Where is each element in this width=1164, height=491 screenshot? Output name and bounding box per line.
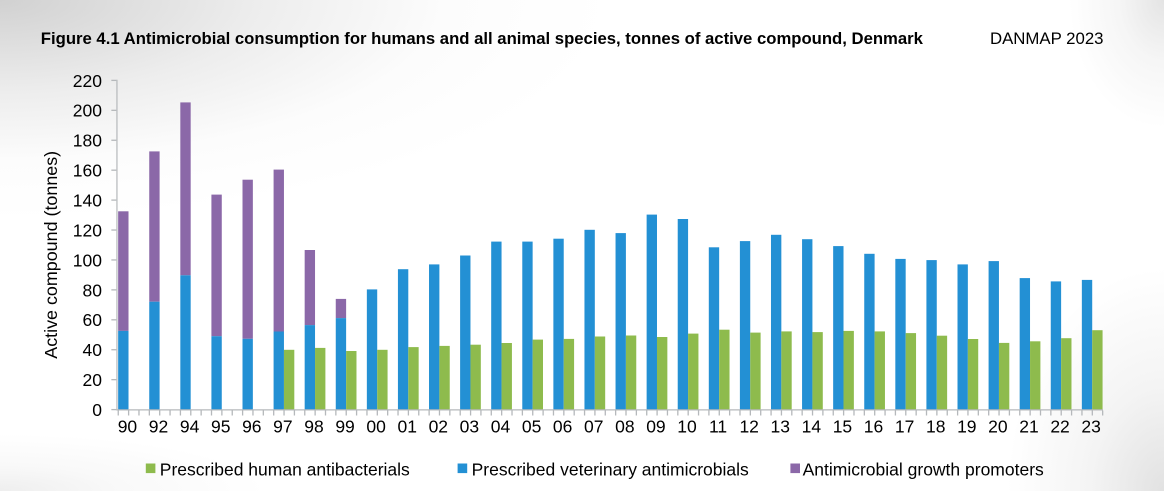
svg-text:03: 03 [460,417,479,437]
svg-text:Active compound (tonnes): Active compound (tonnes) [41,151,61,359]
svg-text:160: 160 [73,161,102,181]
svg-text:Prescribed veterinary antimicr: Prescribed veterinary antimicrobials [472,460,749,480]
svg-text:00: 00 [366,417,386,437]
svg-text:80: 80 [83,280,103,300]
svg-text:20: 20 [83,370,103,390]
svg-text:220: 220 [73,71,102,91]
svg-text:23: 23 [1081,417,1100,437]
svg-text:120: 120 [73,220,102,240]
svg-text:15: 15 [833,417,852,437]
svg-text:19: 19 [957,417,976,437]
svg-text:Figure 4.1 Antimicrobial consu: Figure 4.1 Antimicrobial consumption for… [41,29,924,48]
svg-text:09: 09 [646,417,665,437]
svg-text:13: 13 [771,417,790,437]
svg-text:95: 95 [211,417,230,437]
svg-text:90: 90 [118,417,138,437]
svg-text:02: 02 [429,417,448,437]
svg-text:Prescribed human antibacterial: Prescribed human antibacterials [160,460,410,480]
svg-text:94: 94 [180,417,200,437]
svg-text:0: 0 [92,400,102,420]
svg-text:05: 05 [522,417,541,437]
svg-text:96: 96 [242,417,261,437]
svg-text:40: 40 [83,340,103,360]
svg-text:98: 98 [304,417,323,437]
svg-text:DANMAP 2023: DANMAP 2023 [990,29,1104,48]
svg-text:Antimicrobial growth promoters: Antimicrobial growth promoters [803,460,1044,480]
svg-text:140: 140 [73,191,102,211]
svg-text:14: 14 [802,417,822,437]
svg-text:18: 18 [926,417,945,437]
svg-text:12: 12 [739,417,758,437]
svg-text:92: 92 [149,417,168,437]
svg-text:22: 22 [1050,417,1069,437]
svg-text:100: 100 [73,250,102,270]
svg-text:10: 10 [677,417,697,437]
svg-text:17: 17 [895,417,914,437]
svg-text:07: 07 [584,417,603,437]
svg-text:97: 97 [273,417,292,437]
svg-text:20: 20 [988,417,1008,437]
svg-text:06: 06 [553,417,572,437]
svg-text:180: 180 [73,131,102,151]
svg-text:21: 21 [1019,417,1038,437]
svg-text:08: 08 [615,417,634,437]
svg-text:200: 200 [73,101,102,121]
svg-text:01: 01 [397,417,416,437]
svg-text:11: 11 [709,417,727,437]
svg-text:60: 60 [83,310,103,330]
svg-text:04: 04 [491,417,511,437]
svg-text:99: 99 [335,417,354,437]
svg-text:16: 16 [864,417,883,437]
